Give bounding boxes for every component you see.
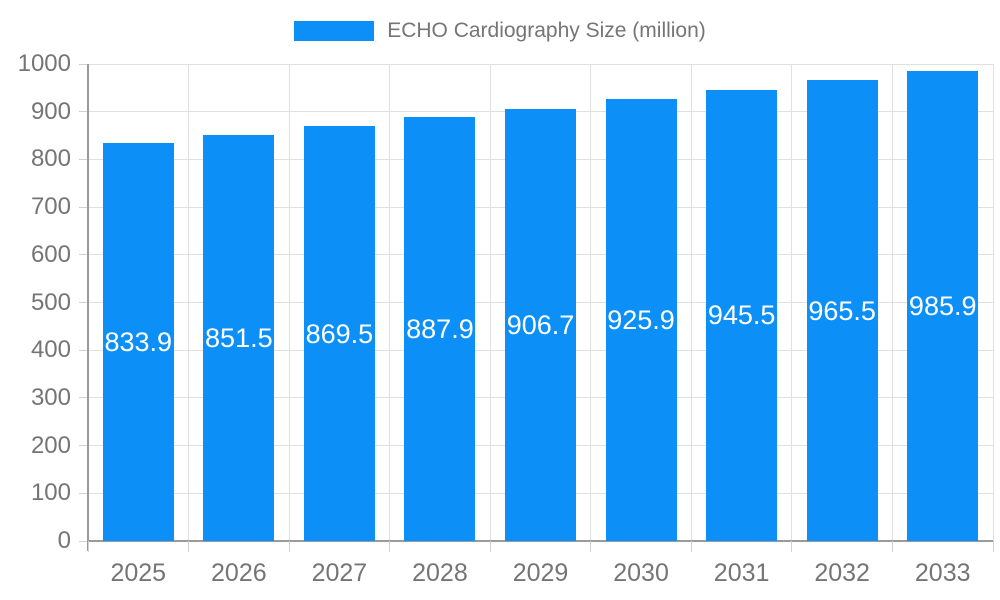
v-gridline [389,64,391,541]
bar-value-label: 887.9 [406,314,474,345]
legend-label: ECHO Cardiography Size (million) [387,19,706,42]
bar-value-label: 945.5 [707,300,776,331]
x-axis-tick [188,541,190,552]
bar [605,99,677,541]
bar [907,70,979,541]
legend-swatch [294,21,375,41]
y-axis-tick [79,206,87,208]
bar-value-label: 869.5 [305,318,374,349]
x-axis-tick [389,541,391,552]
y-tick-label: 100 [30,479,71,507]
y-axis-tick [79,540,87,542]
y-tick-label: 600 [30,240,71,268]
v-gridline [690,64,692,541]
x-tick-label: 2031 [713,559,770,587]
y-axis-tick [79,445,87,447]
chart-legend[interactable]: ECHO Cardiography Size (million) [0,18,1000,44]
x-axis-tick [791,541,793,552]
v-gridline [590,64,592,541]
y-tick-label: 1000 [17,50,71,77]
bar [303,126,375,541]
y-tick-label: 900 [30,97,71,125]
x-tick-label: 2027 [311,559,368,587]
x-tick-label: 2029 [512,559,569,587]
y-axis-tick [79,254,87,256]
v-gridline [188,64,190,541]
x-tick-label: 2033 [914,559,971,587]
bar-value-label: 965.5 [808,295,876,326]
v-gridline [288,64,290,541]
y-tick-label: 200 [30,431,71,459]
x-axis-tick [690,541,692,552]
y-axis-tick [79,492,87,494]
x-axis-tick [891,541,893,552]
bar-value-label: 925.9 [607,305,675,336]
x-tick-label: 2026 [211,559,267,587]
x-axis-tick [590,541,592,552]
x-tick-label: 2032 [814,559,870,587]
v-gridline [791,64,793,541]
bar [806,80,878,541]
bar [505,108,576,541]
y-tick-label: 700 [30,193,71,221]
x-tick-label: 2030 [613,559,669,587]
bar [404,117,476,541]
x-tick-label: 2025 [110,559,167,587]
bar-value-label: 985.9 [908,290,977,321]
v-gridline [891,64,893,541]
y-tick-label: 500 [30,288,71,316]
bar [102,143,174,541]
y-axis-line [87,64,89,551]
y-tick-label: 800 [30,145,71,173]
y-axis-tick [79,397,87,399]
y-tick-label: 400 [30,336,71,364]
x-axis-tick [992,541,994,552]
bar-value-label: 833.9 [104,327,173,358]
x-axis-line [88,540,993,542]
x-axis-tick [489,541,491,552]
x-axis-tick [87,541,89,552]
y-axis-tick [79,302,87,303]
y-tick-label: 0 [57,527,71,554]
bar-value-label: 906.7 [506,309,575,340]
v-gridline [489,64,491,541]
bar-value-label: 851.5 [205,322,273,353]
x-axis-tick [288,541,290,552]
y-axis-tick [79,111,87,113]
y-tick-label: 300 [30,383,71,411]
bar [203,134,275,541]
y-axis-tick [79,158,87,160]
y-axis-tick [79,349,87,351]
h-gridline [88,63,993,65]
y-axis-tick [79,63,87,65]
bar [706,89,778,541]
x-tick-label: 2028 [412,559,468,587]
v-gridline [992,64,994,541]
